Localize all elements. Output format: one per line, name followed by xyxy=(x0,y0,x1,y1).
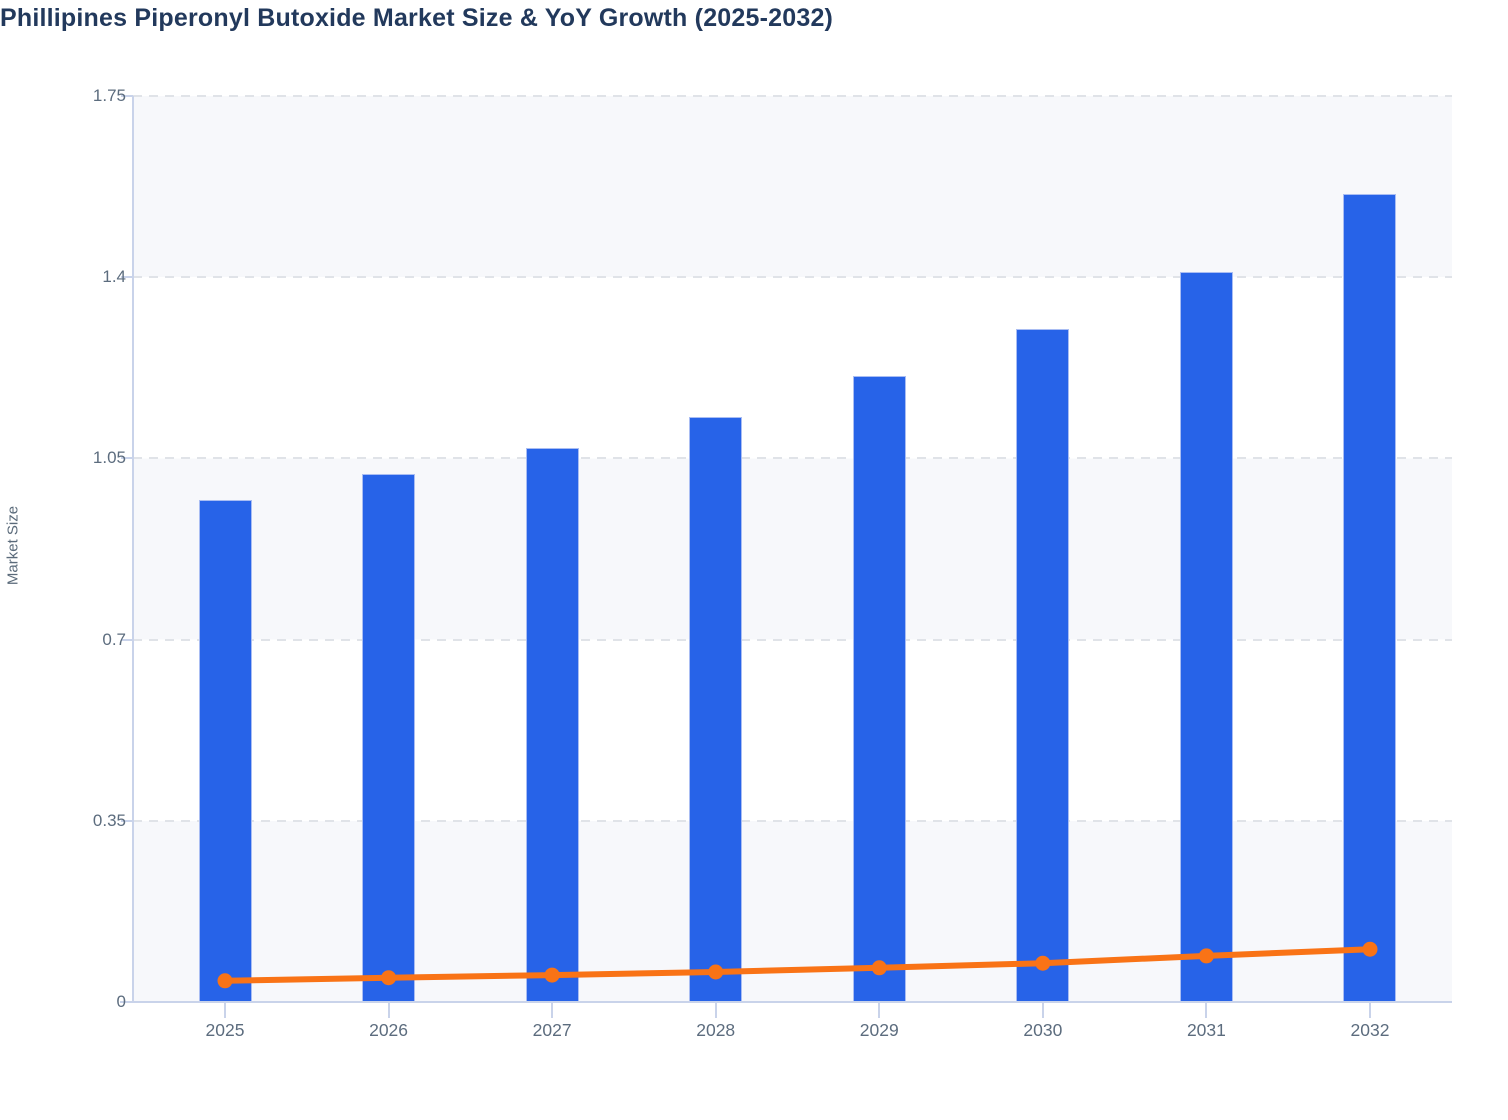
x-tick-mark xyxy=(1368,1002,1371,1018)
x-tick-label: 2025 xyxy=(205,1020,245,1040)
x-tick-label: 2030 xyxy=(1023,1020,1063,1040)
y-tick-mark xyxy=(121,457,133,460)
x-tick-label: 2032 xyxy=(1350,1020,1390,1040)
x-tick-label: 2026 xyxy=(369,1020,409,1040)
chart-title: Phillipines Piperonyl Butoxide Market Si… xyxy=(0,4,834,32)
gridline xyxy=(133,457,1452,460)
x-tick-mark xyxy=(551,1002,554,1018)
x-tick-label: 2027 xyxy=(532,1020,572,1040)
bar-2029[interactable] xyxy=(852,375,906,1002)
y-axis-line xyxy=(132,96,134,1002)
gridline xyxy=(133,819,1452,822)
y-tick-mark xyxy=(121,1001,133,1003)
gridline xyxy=(133,95,1452,97)
y-tick-label: 1.75 xyxy=(92,86,126,105)
yoy-marker-2032[interactable] xyxy=(1362,941,1378,957)
yoy-marker-2029[interactable] xyxy=(871,960,887,976)
y-tick-label: 0 xyxy=(116,992,126,1011)
y-tick-mark xyxy=(121,819,133,822)
gridline xyxy=(133,276,1452,279)
y-tick-mark xyxy=(121,276,133,279)
x-tick-mark xyxy=(387,1002,390,1018)
y-tick-label: 1.4 xyxy=(102,267,126,287)
x-tick-label: 2029 xyxy=(859,1020,899,1040)
x-tick-label: 2031 xyxy=(1186,1020,1226,1040)
x-tick-mark xyxy=(878,1002,881,1018)
plot-area: 2025 2026 2027 2028 2029 2030 2031 2032 xyxy=(133,95,1452,1040)
yoy-growth-line xyxy=(222,946,1373,984)
bar-2032[interactable] xyxy=(1343,194,1397,1002)
x-tick-mark xyxy=(1205,1002,1208,1018)
bar-2031[interactable] xyxy=(1179,272,1233,1002)
y-tick-mark xyxy=(121,95,133,97)
y-tick-label: 0.35 xyxy=(92,810,126,830)
x-tick-mark xyxy=(1041,1002,1044,1018)
x-tick-label: 2028 xyxy=(696,1020,736,1040)
growth-line xyxy=(217,941,1378,989)
bar-2028[interactable] xyxy=(689,416,743,1002)
yoy-marker-2026[interactable] xyxy=(381,970,397,986)
bar-2030[interactable] xyxy=(1016,328,1070,1002)
yoy-marker-2030[interactable] xyxy=(1035,955,1051,971)
y-tick-mark xyxy=(121,638,133,641)
x-axis-line xyxy=(120,1001,1452,1003)
bar-2027[interactable] xyxy=(525,448,579,1002)
y-tick-label: 0.7 xyxy=(102,629,126,649)
bar-2026[interactable] xyxy=(362,473,416,1002)
y-tick-label: 1.05 xyxy=(92,448,126,468)
yoy-marker-2031[interactable] xyxy=(1198,948,1214,964)
yoy-marker-2025[interactable] xyxy=(217,973,233,989)
gridline xyxy=(133,638,1452,641)
x-tick-mark xyxy=(224,1002,226,1018)
yoy-marker-2028[interactable] xyxy=(708,964,724,980)
y-axis-title: Market Size xyxy=(4,505,22,586)
bar-2025[interactable] xyxy=(198,499,252,1002)
yoy-marker-2027[interactable] xyxy=(544,967,560,983)
x-tick-mark xyxy=(714,1002,717,1018)
